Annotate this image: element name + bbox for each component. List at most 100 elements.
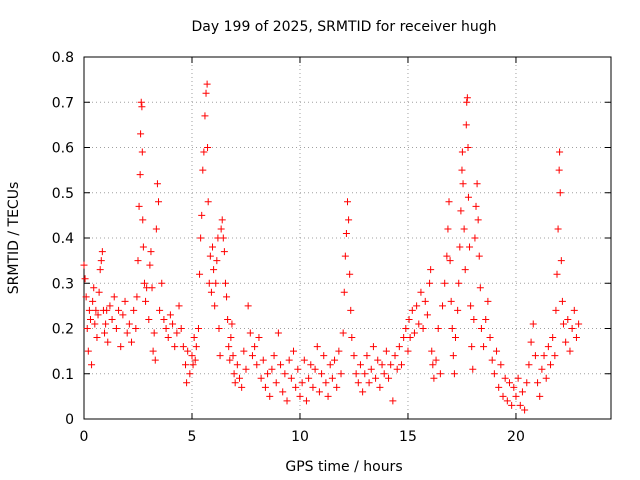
data-point [547, 361, 555, 369]
data-point [88, 361, 96, 369]
chart-title: Day 199 of 2025, SRMTID for receiver hug… [192, 19, 497, 35]
data-point [461, 266, 469, 274]
data-point [221, 279, 229, 287]
data-point [475, 252, 483, 260]
data-point [387, 361, 395, 369]
data-point [290, 347, 298, 355]
data-point [404, 347, 412, 355]
data-point [367, 365, 375, 373]
data-point [335, 347, 343, 355]
data-point [204, 144, 212, 151]
data-point [102, 320, 110, 328]
data-point [153, 180, 161, 188]
data-point [217, 225, 225, 233]
data-point [326, 361, 334, 369]
data-point [428, 347, 436, 355]
y-tick-label: 0.4 [52, 231, 74, 247]
data-point [209, 243, 217, 251]
data-point [488, 356, 496, 364]
data-point [223, 293, 231, 301]
data-point [257, 374, 265, 382]
data-point [340, 288, 348, 296]
data-point [96, 266, 104, 274]
data-point [164, 334, 172, 342]
data-point [215, 325, 223, 332]
data-point [439, 302, 447, 310]
data-point [200, 148, 208, 156]
data-point [376, 383, 384, 391]
data-point [365, 379, 373, 387]
data-point [149, 347, 157, 355]
data-point [408, 306, 416, 314]
data-point [476, 284, 484, 292]
data-point [552, 306, 560, 314]
data-point [162, 325, 170, 332]
data-point [345, 216, 353, 224]
data-point [179, 343, 187, 351]
data-point [445, 198, 453, 206]
data-point [84, 347, 92, 355]
data-point [374, 356, 382, 364]
data-point [148, 284, 156, 292]
data-point [463, 98, 471, 106]
x-tick-label: 10 [291, 429, 309, 445]
data-point [575, 320, 583, 328]
data-point [305, 374, 313, 382]
data-point [115, 306, 123, 314]
data-point [139, 243, 147, 251]
data-point [218, 216, 226, 224]
data-point [151, 356, 159, 364]
data-point [97, 257, 105, 265]
data-point [331, 356, 339, 364]
data-point [421, 297, 429, 305]
x-tick-label: 0 [80, 429, 89, 445]
data-point [556, 189, 564, 197]
data-point [197, 234, 205, 242]
data-point [138, 148, 146, 156]
x-tick-label: 5 [188, 429, 197, 445]
data-point [83, 325, 91, 332]
data-point [508, 401, 516, 409]
data-point [516, 401, 524, 409]
data-point [253, 361, 261, 369]
data-point [281, 370, 289, 378]
data-point [441, 279, 449, 287]
data-point [397, 361, 405, 369]
x-tick-label: 20 [507, 429, 525, 445]
data-point [568, 325, 576, 332]
data-point [227, 334, 235, 342]
data-point [406, 334, 414, 342]
data-point [152, 225, 160, 233]
data-point [356, 361, 364, 369]
data-point [434, 325, 442, 332]
data-point [292, 383, 300, 391]
data-point [194, 325, 202, 332]
data-point [555, 166, 563, 174]
data-point [91, 320, 99, 328]
data-point [538, 365, 546, 373]
data-point [296, 392, 304, 400]
data-point [501, 374, 509, 382]
data-point [393, 365, 401, 373]
data-point [137, 98, 145, 106]
data-point [499, 392, 507, 400]
data-point [369, 343, 377, 351]
x-axis-label: GPS time / hours [285, 459, 402, 475]
data-point [90, 284, 98, 292]
data-point [505, 379, 513, 387]
data-point [101, 329, 109, 337]
axis-ticks: 0 0.1 0.2 0.3 0.4 0.5 0.6 0.7 0.8 0 5 10 15 20 [52, 50, 611, 445]
data-point [198, 211, 206, 219]
data-point [184, 347, 192, 355]
data-point [309, 383, 317, 391]
data-point [454, 306, 462, 314]
data-point [449, 352, 457, 360]
data-point [529, 320, 537, 328]
data-point [211, 302, 219, 310]
data-point [460, 225, 468, 233]
data-point [468, 343, 476, 351]
data-point [182, 361, 190, 369]
data-point [203, 80, 211, 88]
data-points [80, 80, 583, 414]
